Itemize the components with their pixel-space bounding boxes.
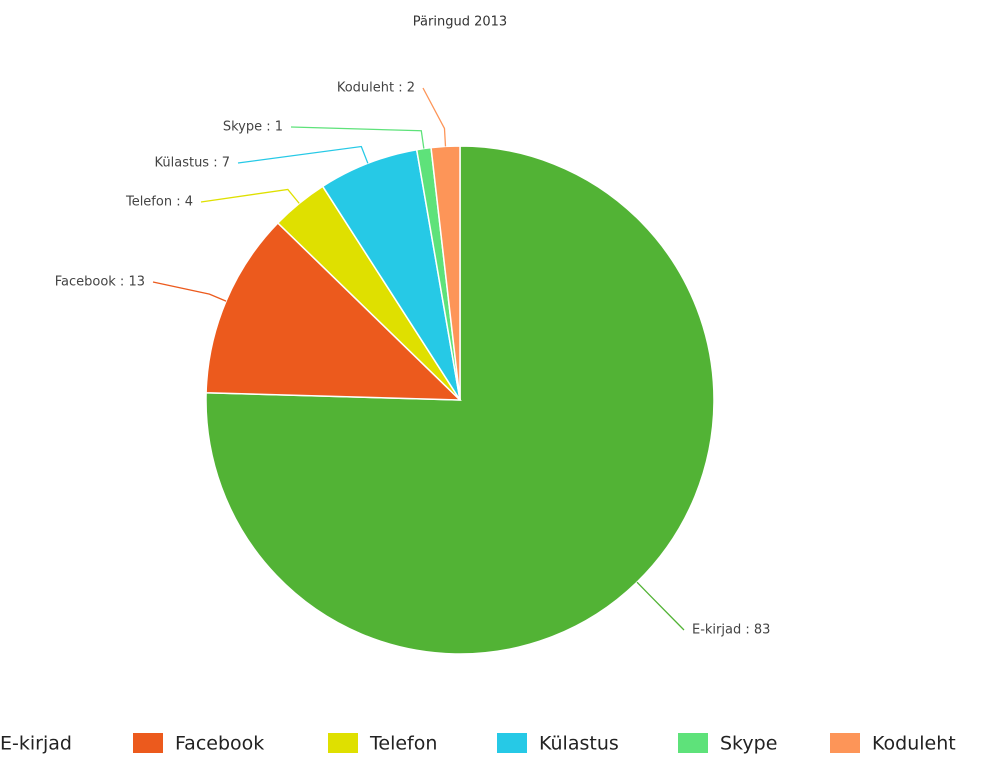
pie-slice (430, 145, 461, 401)
legend-label: Facebook (175, 733, 264, 755)
legend-label: Külastus (539, 733, 619, 755)
legend-swatch (830, 733, 860, 753)
legend-swatch (678, 733, 708, 753)
pie-slice (205, 221, 462, 401)
legend-label: Telefon (369, 733, 437, 755)
data-label: Skype : 1 (223, 120, 283, 135)
data-label: Külastus : 7 (155, 156, 231, 171)
legend-swatch (133, 733, 163, 753)
chart-title: Päringud 2013 (413, 15, 507, 30)
data-label: Facebook : 13 (55, 275, 145, 290)
connector (200, 188, 300, 204)
connector (152, 281, 227, 302)
connector (237, 145, 369, 164)
data-label: E-kirjad : 83 (692, 623, 770, 638)
legend-label: E-kirjad (0, 733, 72, 755)
legend-label: Skype (720, 733, 777, 755)
data-label: Koduleht : 2 (337, 81, 415, 96)
connector (290, 126, 425, 149)
legend-swatch (497, 733, 527, 753)
legend-label: Koduleht (872, 733, 956, 755)
connector (422, 87, 447, 147)
connector (636, 581, 685, 631)
data-label: Telefon : 4 (125, 195, 193, 210)
legend-swatch (328, 733, 358, 753)
